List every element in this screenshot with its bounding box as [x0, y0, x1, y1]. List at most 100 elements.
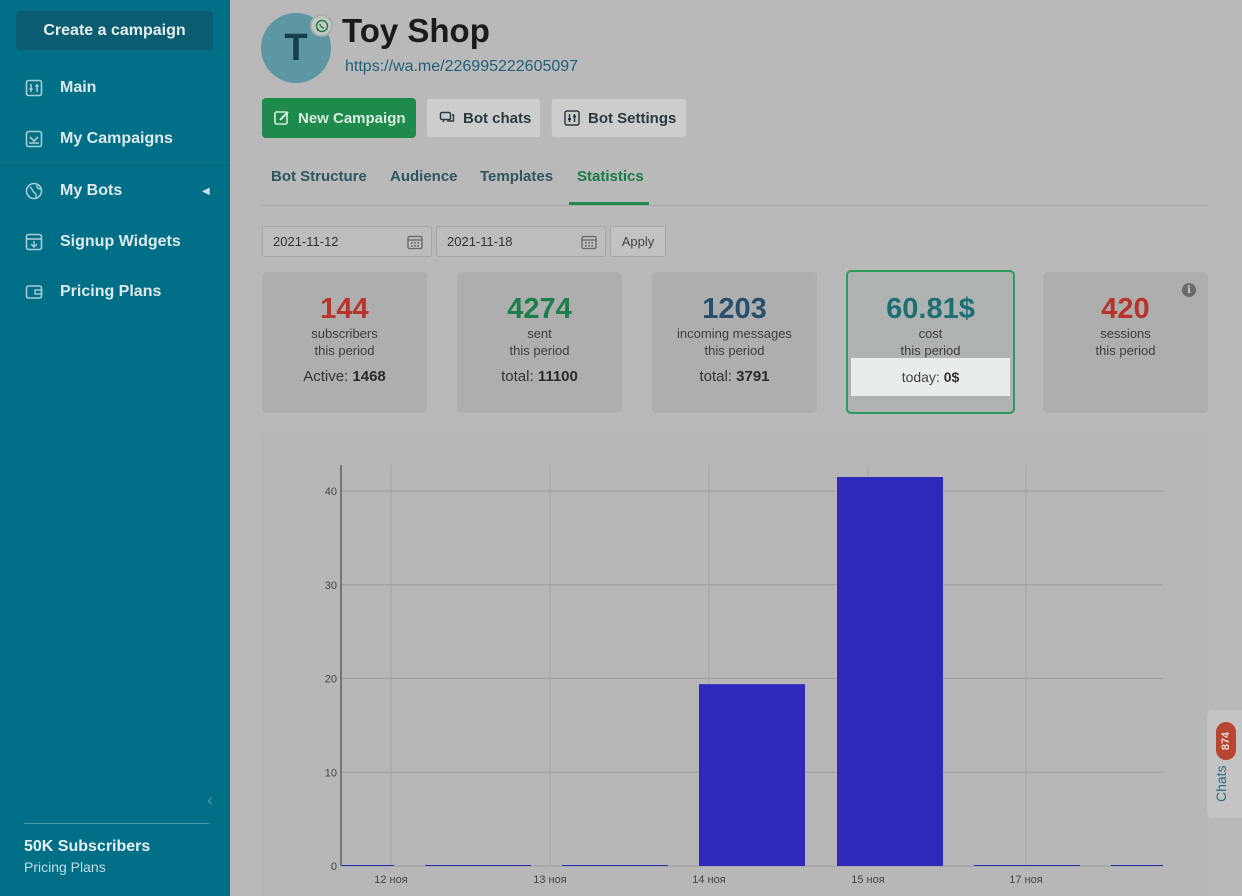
tab-bot-structure[interactable]: Bot Structure	[271, 168, 367, 185]
chats-widget[interactable]: 874 Chats	[1207, 710, 1242, 818]
sidebar-item-label: My Bots	[60, 182, 123, 199]
sidebar-item-label: Pricing Plans	[60, 283, 162, 300]
tab-statistics[interactable]: Statistics	[577, 168, 644, 185]
sidebar-item-main[interactable]: Main	[0, 66, 230, 110]
sidebar-item-label: My Campaigns	[60, 130, 173, 147]
x-tick-label: 13 ноя	[533, 874, 566, 886]
unread-count: 874	[1219, 731, 1232, 751]
total-label: total:	[699, 368, 732, 385]
tab-templates[interactable]: Templates	[480, 168, 554, 185]
stat-card-cost[interactable]: 60.81$ cost this period today: 0$	[846, 270, 1015, 414]
stat-card-subscribers: 144 subscribers this period Active: 1468	[262, 272, 427, 413]
chart-bar	[974, 865, 1080, 866]
sessions-value: 420	[1101, 293, 1150, 325]
sidebar-item-pricing-plans[interactable]: Pricing Plans	[0, 270, 230, 314]
x-tick-label: 15 ноя	[851, 874, 884, 886]
chart-bar	[837, 477, 943, 866]
whatsapp-link[interactable]: https://wa.me/226995222605097	[345, 58, 578, 76]
sessions-period: this period	[1095, 343, 1156, 358]
stat-card-sent: 4274 sent this period total: 11100	[457, 272, 622, 413]
subscribers-value: 144	[320, 293, 369, 325]
cost-today: today: 0$	[851, 358, 1010, 396]
wallet-icon	[25, 283, 43, 301]
sessions-label: sessions	[1100, 326, 1151, 341]
sidebar: Create a campaign Main My Campaigns My B…	[0, 0, 230, 896]
settings-sliders-icon	[564, 110, 580, 126]
whatsapp-icon	[310, 14, 333, 37]
active-value: 1468	[352, 368, 386, 385]
info-icon[interactable]: i	[1182, 283, 1196, 297]
date-from-value: 2021-11-12	[273, 234, 339, 249]
sidebar-item-my-campaigns[interactable]: My Campaigns	[0, 117, 230, 161]
chart-bar	[562, 865, 668, 866]
x-tick-label: 12 ноя	[374, 874, 407, 886]
stat-card-incoming: 1203 incoming messages this period total…	[652, 272, 817, 413]
date-to-input[interactable]: 2021-11-18	[436, 226, 606, 257]
chart-bar	[342, 865, 394, 866]
chart-bar	[699, 684, 805, 866]
sent-period: this period	[509, 343, 570, 358]
chart-bar	[1111, 865, 1163, 866]
y-tick-label: 10	[325, 767, 337, 779]
incoming-period: this period	[704, 343, 765, 358]
subscribers-period: this period	[314, 343, 375, 358]
link-number: 226995222605097	[444, 58, 579, 75]
avatar-letter: T	[284, 26, 308, 69]
sidebar-item-my-bots[interactable]: My Bots ◀	[0, 169, 230, 213]
bot-chats-label: Bot chats	[463, 109, 532, 127]
total-value: 3791	[736, 368, 770, 385]
incoming-value: 1203	[702, 293, 767, 325]
x-tick-label: 17 ноя	[1009, 874, 1042, 886]
apply-button[interactable]: Apply	[610, 226, 666, 257]
y-tick-label: 30	[325, 580, 337, 592]
y-tick-label: 0	[331, 861, 337, 873]
subscribers-total: Active: 1468	[262, 368, 427, 385]
today-value: 0$	[943, 369, 960, 385]
link-prefix: https://wa.me/	[345, 58, 445, 75]
incoming-label: incoming messages	[677, 326, 792, 341]
y-tick-label: 40	[325, 486, 337, 498]
date-to-value: 2021-11-18	[447, 234, 513, 249]
total-value: 11100	[537, 368, 578, 385]
cost-period: this period	[900, 343, 961, 358]
campaigns-icon	[25, 130, 43, 148]
page-title: Toy Shop	[342, 12, 490, 49]
collapse-sidebar-icon[interactable]: ‹	[207, 790, 213, 810]
widget-icon	[25, 233, 43, 251]
active-tab-indicator	[569, 202, 649, 205]
sidebar-item-signup-widgets[interactable]: Signup Widgets	[0, 220, 230, 264]
globe-icon	[25, 182, 43, 200]
pricing-plans-link[interactable]: Pricing Plans	[24, 859, 106, 875]
sidebar-item-label: Main	[60, 79, 97, 96]
stat-card-sessions: i 420 sessions this period	[1043, 272, 1208, 413]
sidebar-footer-divider	[24, 823, 209, 824]
chart-bar	[425, 865, 531, 866]
calendar-icon[interactable]	[581, 234, 597, 253]
cost-label: cost	[918, 326, 943, 341]
chats-label: Chats	[1213, 765, 1229, 802]
bot-chats-button[interactable]: Bot chats	[426, 98, 541, 138]
statistics-chart-panel: 0 10 20 30 40 12 ноя 13 ноя 14 ноя 15 ноя 17 ноя	[262, 433, 1208, 896]
cost-value: 60.81$	[886, 293, 975, 325]
bot-avatar: T	[261, 13, 331, 83]
date-from-input[interactable]: 2021-11-12	[262, 226, 432, 257]
active-label: Active:	[303, 368, 349, 385]
incoming-total: total: 3791	[652, 368, 817, 385]
sidebar-item-label: Signup Widgets	[60, 233, 181, 250]
calendar-icon[interactable]	[407, 234, 423, 253]
new-campaign-button[interactable]: New Campaign	[262, 98, 416, 138]
caret-left-icon[interactable]: ◀	[202, 185, 210, 197]
unread-chats-badge: 874	[1216, 722, 1236, 760]
today-label: today:	[901, 369, 940, 385]
tab-audience[interactable]: Audience	[390, 168, 458, 185]
bar-chart: 0 10 20 30 40 12 ноя 13 ноя 14 ноя 15 ноя 17 ноя	[325, 465, 1163, 886]
y-tick-label: 20	[325, 674, 337, 686]
tab-bar: Bot Structure Audience Templates Statist…	[262, 160, 1208, 206]
sent-value: 4274	[507, 293, 572, 325]
create-campaign-button[interactable]: Create a campaign	[16, 11, 213, 50]
sidebar-divider	[0, 165, 230, 166]
new-campaign-label: New Campaign	[298, 109, 406, 127]
bot-settings-label: Bot Settings	[588, 109, 677, 127]
bot-settings-button[interactable]: Bot Settings	[551, 98, 687, 138]
sent-total: total: 11100	[457, 368, 622, 385]
